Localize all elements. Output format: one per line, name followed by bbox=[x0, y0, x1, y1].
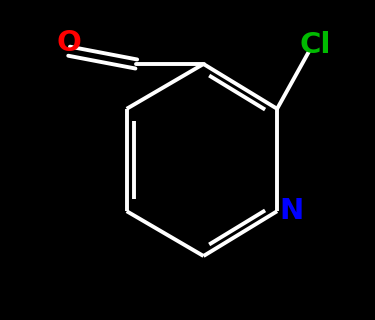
Text: Cl: Cl bbox=[300, 31, 331, 59]
Text: O: O bbox=[57, 29, 81, 57]
Text: N: N bbox=[279, 197, 304, 225]
